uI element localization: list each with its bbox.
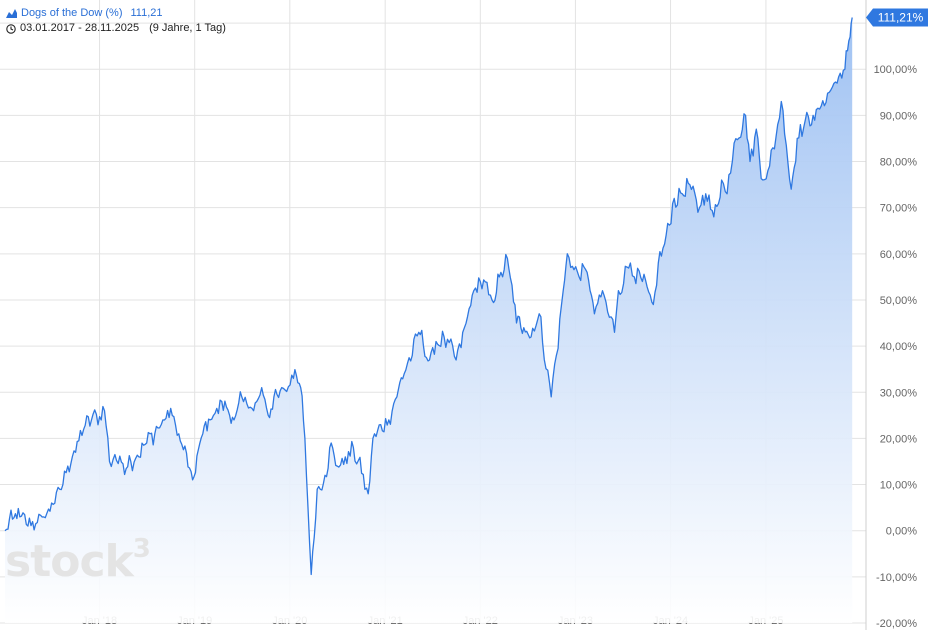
legend-date-range: 03.01.2017 - 28.11.2025 [20, 22, 140, 34]
y-tick-label: 10,00% [880, 480, 918, 492]
chart-legend: Dogs of the Dow (%) 111,21 03.01.2017 - … [6, 6, 226, 36]
last-value-badge [866, 8, 928, 27]
y-tick-label: 40,00% [880, 341, 918, 353]
series-area [5, 17, 853, 623]
watermark-logo: stock3 [5, 534, 151, 587]
clock-icon [6, 23, 16, 34]
y-tick-label: 0,00% [886, 526, 917, 538]
y-tick-label: 50,00% [880, 295, 918, 307]
last-value-label: 111,21% [878, 10, 924, 24]
y-tick-label: 90,00% [880, 110, 918, 122]
y-tick-label: 20,00% [880, 433, 918, 445]
y-tick-label: 60,00% [880, 249, 918, 261]
legend-duration: (9 Jahre, 1 Tag) [149, 22, 226, 34]
legend-series-name: Dogs of the Dow (%) [21, 7, 123, 19]
y-tick-label: -10,00% [876, 572, 917, 584]
y-tick-label: 80,00% [880, 157, 918, 169]
area-chart-icon [6, 9, 17, 18]
legend-period: 03.01.2017 - 28.11.2025 (9 Jahre, 1 Tag) [6, 21, 226, 36]
y-tick-label: -20,00% [876, 618, 917, 630]
legend-last-value: 111,21 [130, 7, 163, 19]
legend-series[interactable]: Dogs of the Dow (%) 111,21 [6, 6, 226, 21]
y-tick-label: 100,00% [874, 64, 918, 76]
y-axis: -20,00% -10,00% 0,00% 10,00% 20,00% 30,00% 40,… [874, 64, 918, 630]
last-value-marker: 111,21% [866, 8, 928, 27]
series-line[interactable] [4, 17, 853, 576]
y-tick-label: 30,00% [880, 387, 918, 399]
y-tick-label: 70,00% [880, 203, 918, 215]
